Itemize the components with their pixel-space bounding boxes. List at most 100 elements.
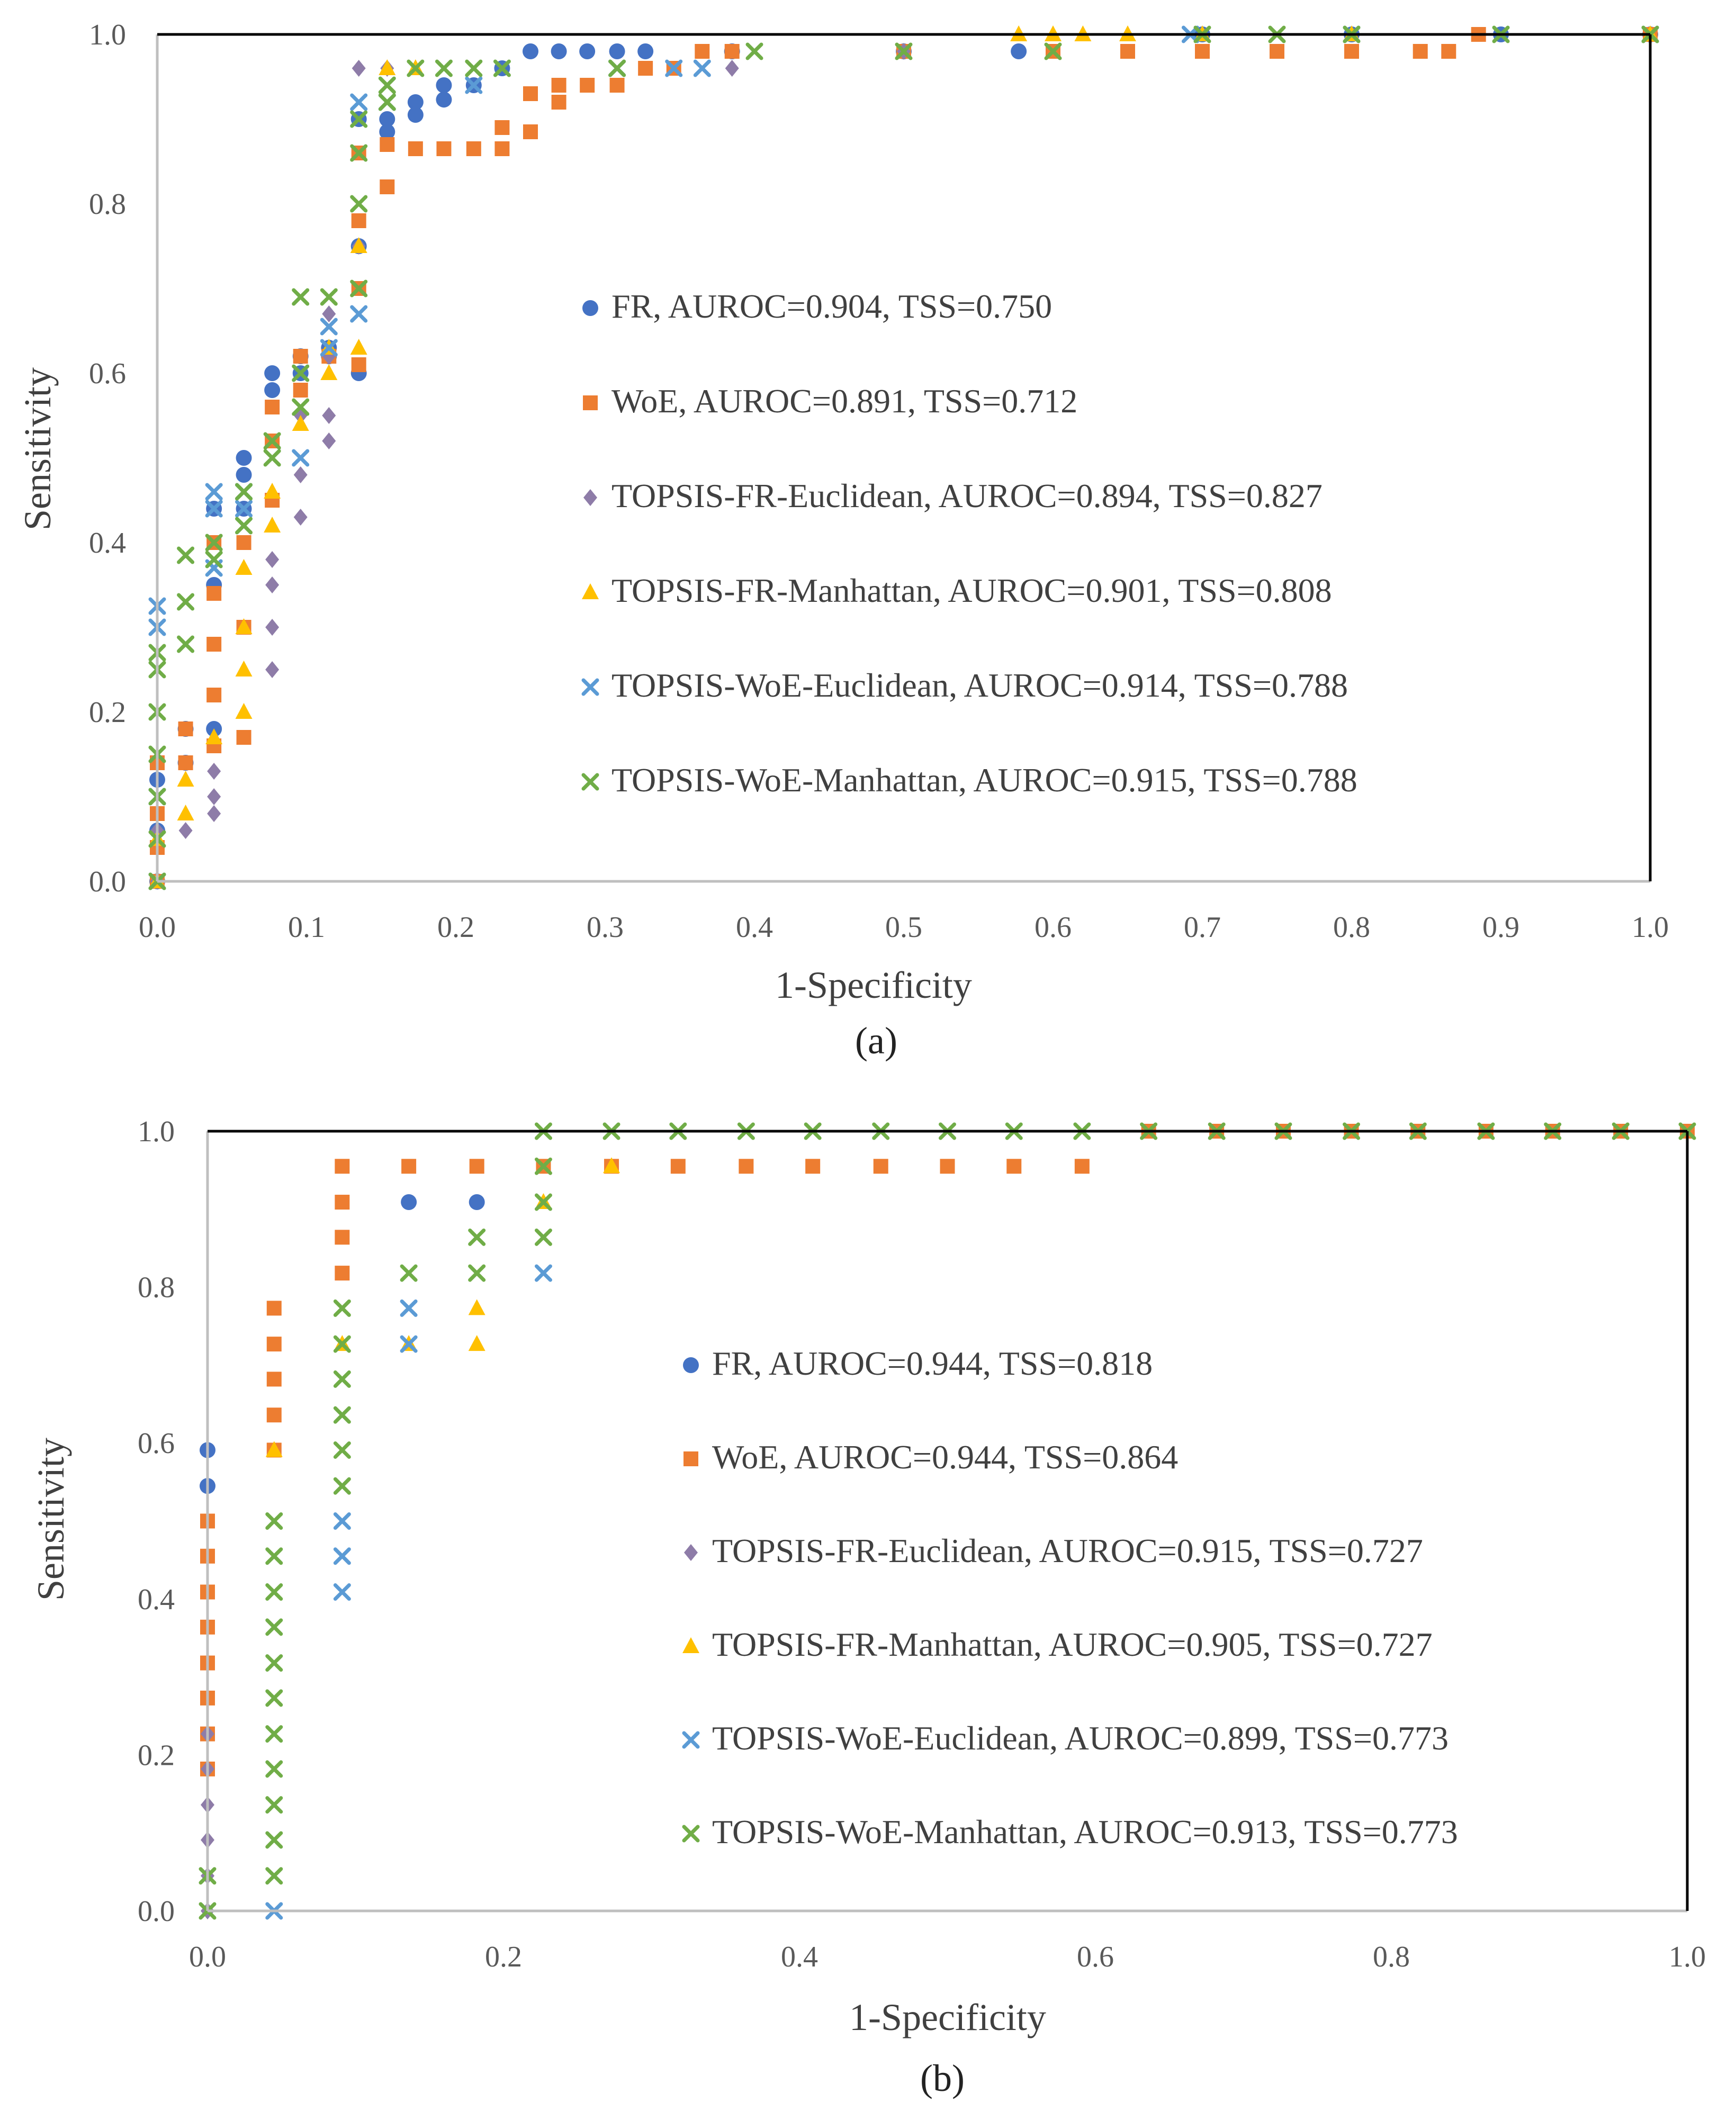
chart-a-point-woe xyxy=(293,349,308,364)
chart-b-point-topsis-woe-euclidean xyxy=(534,1264,552,1282)
chart-a-point-topsis-woe-manhattan xyxy=(235,483,253,501)
chart-a-x-tick-label: 0.1 xyxy=(288,911,325,944)
chart-b-point-topsis-woe-manhattan xyxy=(534,1157,552,1175)
chart-a-y-tick-label: 0.8 xyxy=(89,188,126,221)
chart-a-point-woe xyxy=(178,721,193,736)
chart-a-y-tick-label: 1.0 xyxy=(89,19,126,51)
chart-b-point-topsis-woe-manhattan xyxy=(265,1583,283,1601)
chart-b-point-topsis-woe-manhattan xyxy=(265,1689,283,1707)
chart-b-point-woe xyxy=(401,1159,417,1174)
chart-b-point-topsis-woe-euclidean xyxy=(333,1547,351,1565)
chart-a-legend-item: TOPSIS-WoE-Manhattan, AUROC=0.915, TSS=0… xyxy=(581,761,1357,799)
chart-a-x-tick-label: 0.9 xyxy=(1482,911,1519,944)
chart-a-point-topsis-fr-euclidean xyxy=(322,407,336,424)
chart-a-data-marks xyxy=(148,25,1659,890)
chart-a-point-woe xyxy=(695,44,710,59)
chart-a-point-topsis-woe-manhattan xyxy=(465,59,483,77)
chart-b-point-topsis-woe-manhattan xyxy=(468,1228,486,1246)
chart-a-point-topsis-woe-manhattan xyxy=(205,551,223,569)
chart-a-point-topsis-woe-euclidean xyxy=(292,449,310,467)
chart-b-point-topsis-woe-manhattan xyxy=(333,1477,351,1495)
chart-b-point-fr xyxy=(469,1194,485,1211)
chart-a-point-topsis-fr-euclidean xyxy=(293,509,308,526)
chart-a-point-topsis-fr-euclidean xyxy=(322,305,336,322)
chart-a-point-woe xyxy=(523,124,538,139)
chart-b-legend-item: TOPSIS-WoE-Euclidean, AUROC=0.899, TSS=0… xyxy=(682,1719,1449,1757)
chart-a-point-topsis-woe-manhattan xyxy=(435,59,453,77)
chart-b-x-tick-label: 0.8 xyxy=(1373,1941,1410,1973)
chart-a-y-tick-label: 0.4 xyxy=(89,527,126,560)
chart-a-point-topsis-fr-manhattan xyxy=(320,364,338,380)
chart-b-point-topsis-woe-manhattan xyxy=(265,1796,283,1814)
chart-a-point-topsis-fr-euclidean xyxy=(265,661,280,678)
chart-b-legend-label: TOPSIS-WoE-Manhattan, AUROC=0.913, TSS=0… xyxy=(712,1813,1458,1851)
chart-b-point-topsis-woe-euclidean xyxy=(333,1583,351,1601)
chart-b-x-tick-label: 0.0 xyxy=(189,1941,226,1973)
chart-a-point-topsis-woe-euclidean xyxy=(693,59,711,77)
chart-b-point-woe xyxy=(1074,1159,1090,1174)
chart-a-legend-label: TOPSIS-WoE-Euclidean, AUROC=0.914, TSS=0… xyxy=(611,666,1348,704)
chart-b-point-fr xyxy=(401,1194,417,1211)
chart-a-legend-label: WoE, AUROC=0.891, TSS=0.712 xyxy=(611,382,1077,420)
chart-a-point-topsis-fr-euclidean xyxy=(265,551,280,568)
chart-a-x-axis-title: 1-Specificity xyxy=(775,964,972,1006)
chart-a-point-topsis-fr-euclidean xyxy=(178,822,193,839)
chart-a-point-topsis-woe-manhattan xyxy=(263,449,281,467)
chart-panel-a: 0.0 0.1 0.2 0.3 0.4 0.5 0.6 0.7 0.8 0.9 1.0 0.0 0.2 0… xyxy=(16,19,1669,1062)
chart-b-legend-marker xyxy=(682,1731,700,1749)
chart-a-point-woe xyxy=(609,78,625,93)
chart-b-point-topsis-woe-manhattan xyxy=(534,1193,552,1211)
chart-a-point-topsis-woe-manhattan xyxy=(177,593,195,611)
chart-a-x-tick-label: 0.6 xyxy=(1035,911,1072,944)
chart-a-point-fr xyxy=(236,450,252,466)
chart-a-legend-marker xyxy=(583,395,598,410)
chart-a-point-woe xyxy=(1413,44,1428,59)
chart-a-legend-marker xyxy=(582,583,599,599)
chart-a-point-woe xyxy=(1441,44,1456,59)
chart-a-x-tick-label: 1.0 xyxy=(1632,911,1669,944)
chart-a-point-topsis-woe-euclidean xyxy=(205,483,223,501)
chart-b-x-axis-title: 1-Specificity xyxy=(849,1996,1046,2038)
chart-a-y-tick-label: 0.6 xyxy=(89,357,126,390)
chart-a-point-fr xyxy=(236,467,252,483)
chart-a-point-topsis-fr-manhattan xyxy=(264,483,281,499)
chart-b-series-topsis-woe-manhattan xyxy=(199,1122,1696,1920)
chart-panel-b: 0.0 0.2 0.4 0.6 0.8 1.0 0.0 0.2 0.4 0.6 0.8 1.0 1-S… xyxy=(30,1115,1706,2099)
chart-a-point-woe xyxy=(551,78,566,93)
chart-b-point-woe xyxy=(739,1159,754,1174)
chart-a-frame xyxy=(156,33,1652,883)
chart-a-x-tick-label: 0.3 xyxy=(587,911,624,944)
chart-a-point-topsis-woe-manhattan xyxy=(350,195,368,213)
chart-a-legend-item: FR, AUROC=0.904, TSS=0.750 xyxy=(582,287,1052,325)
chart-a-point-fr xyxy=(407,94,424,110)
chart-a-point-topsis-fr-euclidean xyxy=(207,805,221,822)
chart-a-point-topsis-woe-manhattan xyxy=(350,110,368,128)
chart-a-point-fr xyxy=(551,43,567,59)
chart-a-point-topsis-woe-euclidean xyxy=(350,93,368,111)
chart-b-point-topsis-woe-manhattan xyxy=(265,1512,283,1530)
chart-a-point-topsis-woe-manhattan xyxy=(292,288,310,306)
chart-b-point-woe xyxy=(873,1159,888,1174)
chart-b-point-topsis-woe-manhattan xyxy=(333,1370,351,1388)
chart-a-point-woe xyxy=(351,357,366,372)
chart-b-legend-label: WoE, AUROC=0.944, TSS=0.864 xyxy=(712,1438,1178,1476)
chart-a-point-fr xyxy=(379,124,395,140)
chart-a-point-topsis-fr-manhattan xyxy=(177,771,194,787)
chart-a-legend-marker xyxy=(581,773,599,791)
chart-a-legend-item: TOPSIS-WoE-Euclidean, AUROC=0.914, TSS=0… xyxy=(581,666,1348,704)
chart-a-point-woe xyxy=(523,86,538,101)
chart-b-point-woe xyxy=(266,1408,282,1423)
chart-b-y-tick-label: 0.0 xyxy=(138,1895,175,1928)
chart-a-legend-marker xyxy=(583,489,597,506)
chart-a-point-woe xyxy=(236,535,251,550)
chart-a-point-topsis-fr-manhattan xyxy=(350,237,367,253)
chart-a-x-tick-label: 0.7 xyxy=(1184,911,1221,944)
chart-b-point-topsis-woe-manhattan xyxy=(333,1299,351,1317)
chart-a-point-topsis-fr-manhattan xyxy=(177,805,194,820)
chart-a-x-tick-label: 0.4 xyxy=(736,911,773,944)
chart-b-point-topsis-woe-euclidean xyxy=(400,1299,418,1317)
chart-a-point-fr xyxy=(609,43,625,59)
chart-a-legend-label: TOPSIS-FR-Euclidean, AUROC=0.894, TSS=0.… xyxy=(611,477,1323,515)
chart-b-legend-label: TOPSIS-FR-Euclidean, AUROC=0.915, TSS=0.… xyxy=(712,1532,1423,1569)
chart-b-point-topsis-woe-manhattan xyxy=(265,1831,283,1849)
